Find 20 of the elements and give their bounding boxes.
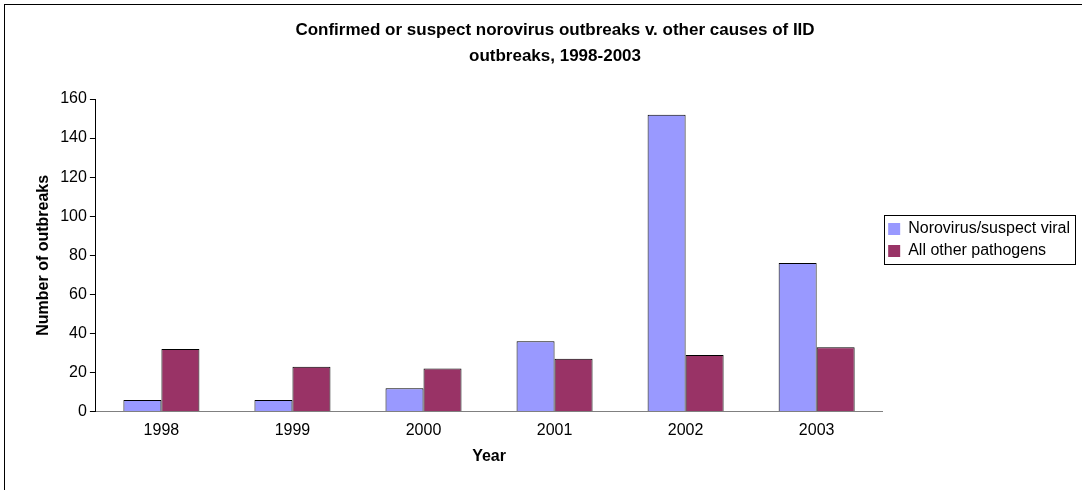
x-tick-label: 2000 [405, 420, 442, 438]
chart-title: Confirmed or suspect norovirus outbreaks v. other causes of IID outbreaks, 1998-2003 [295, 20, 815, 65]
y-axis-title: Number of outbreaks [34, 174, 52, 336]
x-tick-label: 2001 [536, 420, 573, 438]
x-axis-title: Year [472, 446, 506, 464]
y-tick-label: 0 [77, 402, 87, 420]
y-tick-label: 80 [69, 245, 87, 263]
y-tick-label: 120 [60, 167, 87, 185]
x-tick-label: 1998 [143, 420, 180, 438]
legend-label: Norovirus/suspect viral [908, 219, 1070, 237]
x-tick-label: 2003 [798, 420, 835, 438]
y-tick-label: 20 [69, 362, 87, 380]
y-tick-label: 100 [60, 206, 87, 224]
y-tick-label: 160 [60, 89, 87, 107]
x-tick-label: 1999 [274, 420, 311, 438]
y-tick-label: 40 [69, 323, 87, 341]
legend-label: All other pathogens [908, 241, 1047, 259]
x-tick-label: 2002 [667, 420, 704, 438]
y-tick-label: 60 [69, 284, 87, 302]
y-tick-label: 140 [60, 128, 87, 146]
